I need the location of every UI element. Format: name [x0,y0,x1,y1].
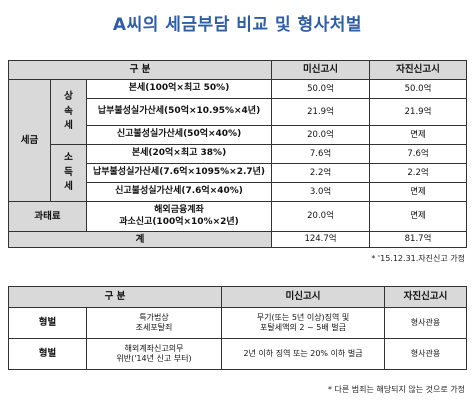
row-item: 납부불성실가산세(7.6억×1095%×2.7년) [87,164,272,183]
table-row: 소 득 세 본세(20억×최고 38%) 7.6억 7.6억 [9,145,467,164]
row-item: 신고불성실가산세(50억×40%) [87,126,272,145]
table-row: 세금 상 속 세 본세(100억×최고 50%) 50.0억 50.0억 [9,80,467,99]
table-header-row: 구 분 미신고시 자진신고시 [9,287,467,308]
criminal-penalty-table: 구 분 미신고시 자진신고시 형벌 특가법상 조세포탈죄 무기(또는 5년 이상… [8,286,467,370]
header-unfiled: 미신고시 [272,61,370,80]
header-voluntary: 자진신고시 [385,287,467,308]
page-title: A씨의 세금부담 비교 및 형사처벌 [0,10,475,35]
header-category: 구 분 [9,61,272,80]
tax-label: 세금 [9,80,51,202]
table-row: 형벌 해외계좌신고의무 위반('14년 신고 부터) 2년 이하 징역 또는 2… [9,339,467,370]
row-unfiled: 20.0억 [272,126,370,145]
penalty-voluntary: 형사관용 [385,339,467,370]
total-label: 계 [9,232,272,248]
penalty-item: 특가법상 조세포탈죄 [87,308,222,339]
row-item: 본세(100억×최고 50%) [87,80,272,99]
penalty-label: 형벌 [9,308,87,339]
penalty-item: 해외계좌신고의무 위반('14년 신고 부터) [87,339,222,370]
table-header-row: 구 분 미신고시 자진신고시 [9,61,467,80]
total-unfiled: 124.7억 [272,232,370,248]
row-unfiled: 3.0억 [272,183,370,202]
row-voluntary: 면제 [370,183,467,202]
penalty-unfiled: 무기(또는 5년 이상)징역 및 포탈세액의 2 ~ 5배 벌금 [222,308,385,339]
header-category: 구 분 [9,287,222,308]
penalty-voluntary: 형사관용 [385,308,467,339]
fine-unfiled: 20.0억 [272,202,370,232]
penalty-label: 형벌 [9,339,87,370]
inheritance-tax-label: 상 속 세 [51,80,87,145]
fine-item: 해외금융계좌 과소신고(100억×10%×2년) [87,202,272,232]
penalty-unfiled: 2년 이하 징역 또는 20% 이하 벌금 [222,339,385,370]
row-unfiled: 21.9억 [272,99,370,126]
table-row: 형벌 특가법상 조세포탈죄 무기(또는 5년 이상)징역 및 포탈세액의 2 ~… [9,308,467,339]
row-voluntary: 50.0억 [370,80,467,99]
fine-label: 과태료 [9,202,87,232]
row-voluntary: 7.6억 [370,145,467,164]
table-row: 과태료 해외금융계좌 과소신고(100억×10%×2년) 20.0억 면제 [9,202,467,232]
total-row: 계 124.7억 81.7억 [9,232,467,248]
row-unfiled: 50.0억 [272,80,370,99]
header-voluntary: 자진신고시 [370,61,467,80]
total-voluntary: 81.7억 [370,232,467,248]
row-voluntary: 면제 [370,126,467,145]
row-unfiled: 7.6억 [272,145,370,164]
row-item: 본세(20억×최고 38%) [87,145,272,164]
table2-note: * 다른 범죄는 해당되지 않는 것으로 가정 [328,384,465,395]
header-unfiled: 미신고시 [222,287,385,308]
row-voluntary: 21.9억 [370,99,467,126]
row-item: 신고불성실가산세(7.6억×40%) [87,183,272,202]
income-tax-label: 소 득 세 [51,145,87,202]
row-unfiled: 2.2억 [272,164,370,183]
row-voluntary: 2.2억 [370,164,467,183]
table1-note: * '15.12.31.자진신고 가정 [371,253,465,264]
row-item: 납부불성실가산세(50억×10.95%×4년) [87,99,272,126]
tax-comparison-table: 구 분 미신고시 자진신고시 세금 상 속 세 본세(100억×최고 50%) … [8,60,467,248]
fine-voluntary: 면제 [370,202,467,232]
